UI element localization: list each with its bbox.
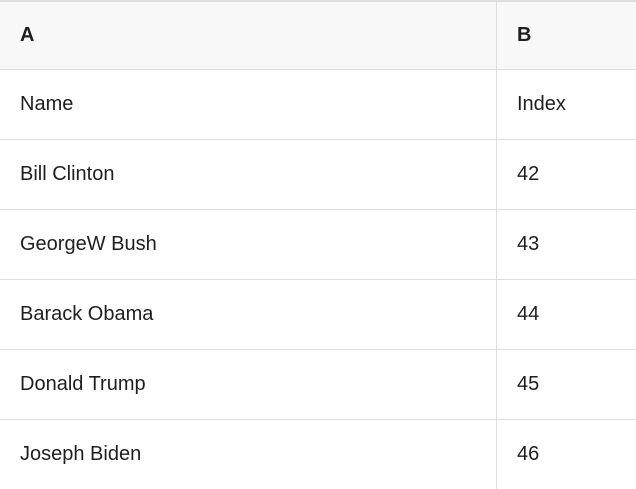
cell-index-header[interactable]: Index (497, 70, 636, 140)
cell-text: Joseph Biden (20, 443, 142, 465)
column-header-b-label: B (517, 24, 532, 46)
column-header-a[interactable]: A (0, 2, 497, 70)
cell-index[interactable]: 43 (497, 210, 636, 280)
cell-text: Index (517, 93, 566, 115)
cell-text: 43 (517, 233, 540, 255)
cell-index[interactable]: 46 (497, 420, 636, 489)
cell-text: 42 (517, 163, 540, 185)
cell-text: Bill Clinton (20, 163, 115, 185)
cell-text: 44 (517, 303, 540, 325)
cell-name[interactable]: Bill Clinton (0, 140, 497, 210)
column-header-a-label: A (20, 24, 35, 46)
cell-text: 45 (517, 373, 540, 395)
cell-index[interactable]: 45 (497, 350, 636, 420)
cell-text: Barack Obama (20, 303, 154, 325)
cell-name[interactable]: Barack Obama (0, 280, 497, 350)
cell-index[interactable]: 42 (497, 140, 636, 210)
cell-text: Name (20, 93, 74, 115)
cell-name[interactable]: Joseph Biden (0, 420, 497, 489)
cell-index[interactable]: 44 (497, 280, 636, 350)
cell-name-header[interactable]: Name (0, 70, 497, 140)
cell-text: 46 (517, 443, 540, 465)
cell-name[interactable]: GeorgeW Bush (0, 210, 497, 280)
column-header-b[interactable]: B (497, 2, 636, 70)
cell-text: GeorgeW Bush (20, 233, 157, 255)
cell-name[interactable]: Donald Trump (0, 350, 497, 420)
cell-text: Donald Trump (20, 373, 146, 395)
